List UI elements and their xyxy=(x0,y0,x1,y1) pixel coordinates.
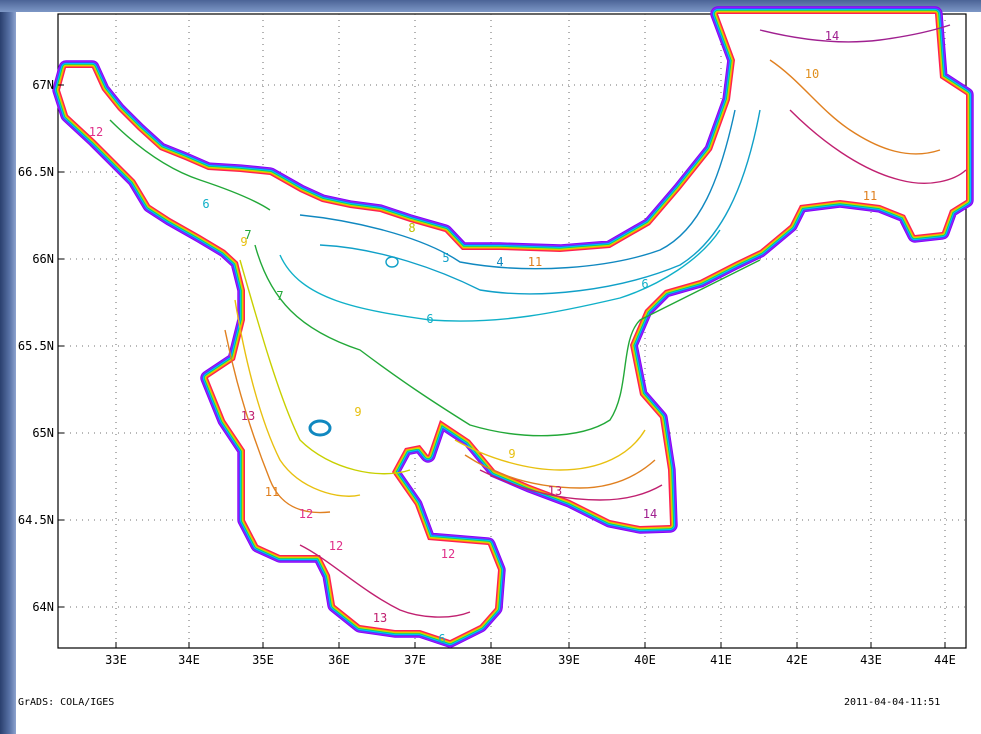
contour-line xyxy=(224,329,331,514)
contour-label: 6 xyxy=(426,312,433,326)
contour-line xyxy=(479,469,663,501)
contour-label: 11 xyxy=(528,255,542,269)
contour-label: 7 xyxy=(244,228,251,242)
x-tick-label: 42E xyxy=(786,653,808,667)
contour-line xyxy=(109,119,271,211)
contour-label: 14 xyxy=(643,507,657,521)
contour-label: 12 xyxy=(89,125,103,139)
contour-island xyxy=(385,256,399,268)
contour-line xyxy=(279,229,721,322)
x-tick-label: 38E xyxy=(480,653,502,667)
x-tick-label: 43E xyxy=(860,653,882,667)
contour-label: 12 xyxy=(441,547,455,561)
x-tick-label: 37E xyxy=(404,653,426,667)
contour-label: 9 xyxy=(508,447,515,461)
y-tick-label: 64N xyxy=(32,600,54,614)
contour-label: 11 xyxy=(265,485,279,499)
y-tick-label: 65N xyxy=(32,426,54,440)
contour-island xyxy=(308,419,332,437)
contour-label: 13 xyxy=(241,409,255,423)
x-tick-label: 40E xyxy=(634,653,656,667)
contour-label: 6 xyxy=(641,277,648,291)
contour-line xyxy=(789,109,967,184)
x-tick-label: 39E xyxy=(558,653,580,667)
contour-label: 5 xyxy=(442,251,449,265)
contour-label: 13 xyxy=(373,611,387,625)
contour-line xyxy=(299,544,471,618)
contour-labels: 12 6 7 8 9 5 4 11 6 14 10 7 6 9 13 11 12 9 13 14 12 6 13 12 11 xyxy=(89,29,877,646)
contour-line xyxy=(239,259,411,475)
contour-line xyxy=(464,454,656,489)
y-tick-label: 67N xyxy=(32,78,54,92)
contour-line xyxy=(769,59,941,155)
contour-label: 10 xyxy=(805,67,819,81)
contour-line xyxy=(234,299,361,497)
contour-line xyxy=(454,429,646,471)
contour-label: 12 xyxy=(299,507,313,521)
footer-timestamp: 2011-04-04-11:51 xyxy=(844,697,941,708)
contour-label: 14 xyxy=(825,29,839,43)
window-frame-left xyxy=(0,0,16,734)
contour-label: 9 xyxy=(240,235,247,249)
y-axis-ticks: 67N 66.5N 66N 65.5N 65N 64.5N 64N xyxy=(18,78,64,614)
contour-line xyxy=(319,109,761,295)
contour-label: 8 xyxy=(408,221,415,235)
contour-label: 7 xyxy=(276,289,283,303)
contour-label: 6 xyxy=(202,197,209,211)
sea-interior xyxy=(60,14,966,640)
x-tick-label: 33E xyxy=(105,653,127,667)
contour-lines xyxy=(109,24,967,618)
y-tick-label: 64.5N xyxy=(18,513,54,527)
x-tick-label: 44E xyxy=(934,653,956,667)
contour-line xyxy=(299,109,736,270)
y-tick-label: 66N xyxy=(32,252,54,266)
contour-label: 6 xyxy=(438,632,445,646)
y-tick-label: 66.5N xyxy=(18,165,54,179)
x-tick-label: 35E xyxy=(252,653,274,667)
contour-label: 11 xyxy=(863,189,877,203)
contour-line xyxy=(254,244,761,437)
x-tick-label: 41E xyxy=(710,653,732,667)
contour-label: 13 xyxy=(548,484,562,498)
contour-line xyxy=(759,24,951,43)
contour-label: 12 xyxy=(329,539,343,553)
x-axis-ticks: 33E 34E 35E 36E 37E 38E 39E 40E 41E 42E 43E 44E xyxy=(105,642,956,667)
x-tick-label: 34E xyxy=(178,653,200,667)
contour-label: 9 xyxy=(354,405,361,419)
coastline-bands xyxy=(52,6,974,648)
x-tick-label: 36E xyxy=(328,653,350,667)
y-tick-label: 65.5N xyxy=(18,339,54,353)
contour-label: 4 xyxy=(496,255,503,269)
footer-credit: GrADS: COLA/IGES xyxy=(18,697,115,708)
